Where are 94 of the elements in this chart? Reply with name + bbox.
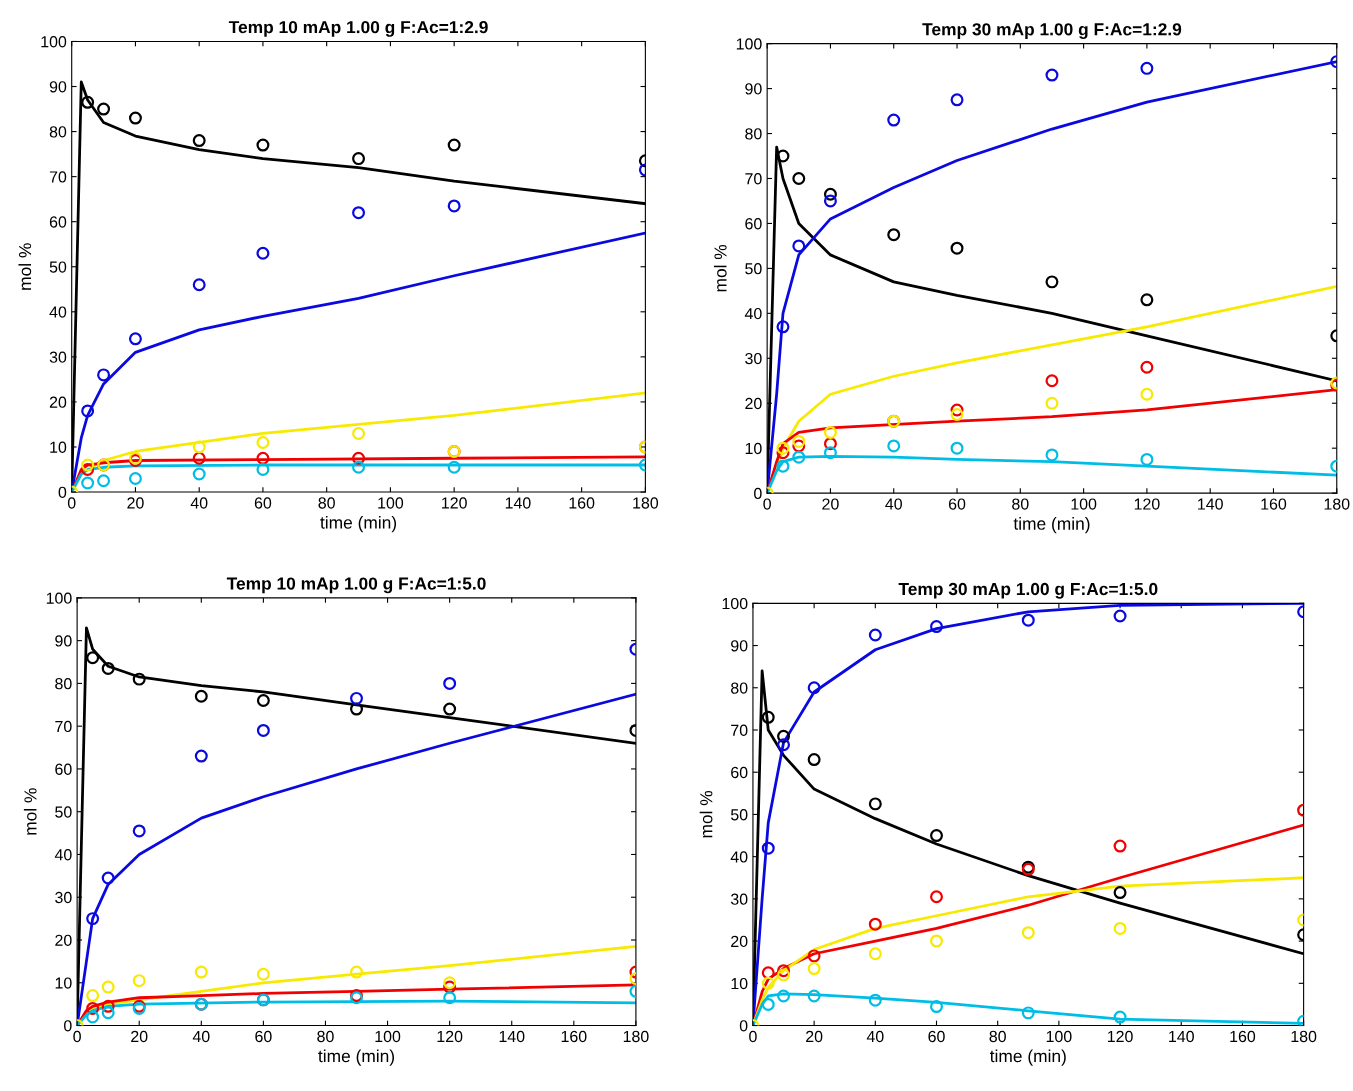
x-tick-label: 20 [131, 1030, 148, 1043]
y-tick-label: 10 [731, 977, 748, 990]
y-tick-label: 40 [730, 851, 748, 863]
x-tick-label: 140 [505, 497, 531, 509]
y-tick-label: 30 [55, 891, 72, 904]
x-tick-label: 100 [375, 1030, 401, 1043]
x-tick-label: 40 [866, 1030, 884, 1043]
x-tick-label: 80 [1012, 498, 1029, 510]
y-tick-label: 90 [731, 640, 748, 652]
y-tick-label: 40 [744, 307, 762, 320]
x-tick-label: 80 [989, 1030, 1006, 1043]
x-tick-label: 80 [317, 1030, 334, 1043]
x-axis-title: time (min) [320, 515, 397, 533]
y-tick-label: 20 [745, 397, 762, 410]
x-tick-label: 160 [1261, 498, 1287, 510]
y-tick-label: 20 [731, 935, 748, 948]
y-tick-label: 50 [730, 809, 748, 821]
y-tick-label: 20 [49, 396, 67, 408]
y-tick-label: 40 [54, 849, 72, 861]
y-tick-label: 80 [49, 126, 67, 138]
x-axis-title: time (min) [989, 1049, 1066, 1066]
x-tick-label: 20 [806, 1030, 823, 1043]
y-tick-label: 60 [745, 218, 762, 230]
x-tick-label: 60 [255, 1030, 272, 1043]
y-tick-label: 90 [49, 81, 67, 93]
x-tick-label: 120 [1107, 1030, 1133, 1043]
y-tick-label: 70 [49, 171, 67, 183]
y-tick-label: 0 [58, 486, 67, 498]
x-tick-label: 60 [254, 497, 272, 509]
x-tick-label: 0 [73, 1030, 81, 1043]
y-tick-label: 30 [49, 351, 67, 363]
y-tick-label: 70 [731, 724, 748, 736]
y-tick-label: 40 [49, 306, 67, 318]
x-tick-label: 160 [561, 1030, 587, 1043]
x-axis-title: time (min) [1013, 517, 1090, 534]
x-axis-title: time (min) [318, 1049, 395, 1066]
chart-title: Temp 10 mAp 1.00 g F:Ac=1:2.9 [228, 21, 488, 37]
x-tick-label: 80 [318, 497, 335, 509]
y-tick-label: 80 [55, 678, 72, 690]
x-tick-label: 100 [378, 497, 404, 509]
y-tick-label: 60 [55, 763, 72, 775]
y-tick-label: 10 [55, 977, 72, 989]
x-tick-label: 180 [1324, 498, 1350, 510]
y-tick-label: 80 [731, 682, 748, 694]
x-tick-label: 120 [437, 1030, 463, 1043]
x-tick-label: 20 [127, 497, 144, 509]
x-tick-label: 120 [1134, 498, 1160, 510]
y-axis-title: mol % [713, 244, 727, 292]
y-tick-label: 0 [739, 1020, 748, 1032]
y-tick-label: 10 [745, 442, 762, 455]
x-tick-label: 120 [442, 497, 467, 509]
x-tick-label: 100 [1046, 1030, 1072, 1043]
x-tick-label: 180 [633, 497, 659, 509]
x-tick-label: 180 [1291, 1030, 1317, 1043]
y-tick-label: 90 [55, 635, 72, 647]
y-tick-label: 70 [745, 173, 762, 185]
x-tick-label: 40 [885, 498, 902, 510]
x-tick-label: 60 [948, 498, 966, 510]
chart-title: Temp 30 mAp 1.00 g F:Ac=1:5.0 [898, 582, 1158, 599]
y-tick-label: 0 [754, 487, 762, 500]
y-tick-label: 30 [745, 352, 762, 365]
y-tick-label: 100 [41, 36, 67, 48]
y-tick-label: 60 [49, 216, 67, 228]
y-tick-label: 100 [722, 597, 748, 610]
y-tick-label: 60 [731, 766, 748, 779]
x-tick-label: 40 [190, 497, 208, 509]
y-tick-label: 100 [736, 38, 762, 50]
chart-title: Temp 30 mAp 1.00 g F:Ac=1:2.9 [922, 23, 1182, 39]
y-tick-label: 50 [55, 806, 72, 818]
y-tick-label: 80 [745, 128, 762, 140]
x-tick-label: 20 [822, 498, 839, 510]
x-tick-label: 40 [192, 1030, 210, 1043]
y-tick-label: 70 [55, 720, 72, 733]
x-tick-label: 140 [1169, 1030, 1194, 1043]
y-tick-label: 20 [55, 934, 72, 946]
y-tick-label: 50 [745, 263, 762, 275]
y-tick-label: 10 [50, 441, 67, 453]
y-axis-title: mol % [23, 788, 37, 835]
y-tick-label: 50 [49, 261, 67, 273]
x-tick-label: 100 [1071, 498, 1097, 510]
x-tick-label: 60 [928, 1030, 945, 1043]
x-tick-label: 0 [763, 498, 771, 510]
x-tick-label: 140 [499, 1030, 525, 1043]
y-tick-label: 100 [46, 592, 72, 604]
x-tick-label: 160 [569, 497, 595, 509]
x-tick-label: 160 [1230, 1030, 1256, 1043]
y-tick-label: 90 [745, 83, 762, 95]
y-tick-label: 30 [730, 893, 748, 905]
x-tick-label: 140 [1198, 498, 1223, 510]
x-tick-label: 180 [623, 1030, 649, 1043]
y-axis-title: mol % [18, 243, 32, 290]
y-tick-label: 0 [64, 1020, 72, 1032]
chart-title: Temp 10 mAp 1.00 g F:Ac=1:5.0 [226, 577, 486, 594]
y-axis-title: mol % [699, 790, 713, 838]
